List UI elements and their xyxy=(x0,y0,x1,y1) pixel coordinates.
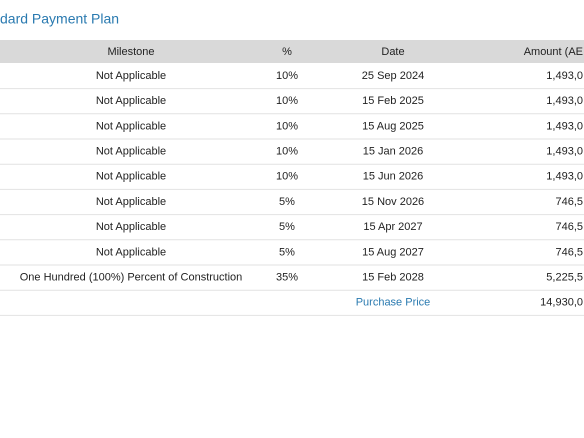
cell: 15 Aug 2027 xyxy=(362,246,424,258)
cell: 10% xyxy=(276,146,298,158)
total-label: Purchase Price xyxy=(356,297,431,309)
title: dard Payment Plan xyxy=(0,11,119,27)
cell: Not Applicable xyxy=(96,146,166,158)
cell: 25 Sep 2024 xyxy=(362,70,424,82)
cell: 15 Nov 2026 xyxy=(362,196,424,208)
cell: Not Applicable xyxy=(96,95,166,107)
cell: 5% xyxy=(279,221,295,233)
cell: 5% xyxy=(279,246,295,258)
cell: Not Applicable xyxy=(96,120,166,132)
cell: 5,225,5 xyxy=(546,272,583,284)
cell: 1,493,0 xyxy=(546,146,583,158)
cell: 15 Jan 2026 xyxy=(363,146,424,158)
column-header: Date xyxy=(381,46,404,58)
cell: 15 Jun 2026 xyxy=(363,171,424,183)
cell: 10% xyxy=(276,95,298,107)
cell: Not Applicable xyxy=(96,196,166,208)
cell: Not Applicable xyxy=(96,171,166,183)
cell: 746,5 xyxy=(555,246,583,258)
cell: 15 Feb 2028 xyxy=(362,272,424,284)
total-amount: 14,930,0 xyxy=(540,297,583,309)
cell: 1,493,0 xyxy=(546,70,583,82)
cell: Not Applicable xyxy=(96,246,166,258)
cell: 746,5 xyxy=(555,196,583,208)
cell: 15 Aug 2025 xyxy=(362,120,424,132)
cell: 15 Feb 2025 xyxy=(362,95,424,107)
cell: Not Applicable xyxy=(96,221,166,233)
cell: One Hundred (100%) Percent of Constructi… xyxy=(20,272,243,284)
cell: 1,493,0 xyxy=(546,95,583,107)
cell: 1,493,0 xyxy=(546,120,583,132)
column-header: % xyxy=(282,46,292,58)
cell: 10% xyxy=(276,120,298,132)
column-header: Amount (AE xyxy=(524,46,583,58)
cell: 5% xyxy=(279,196,295,208)
cell: 10% xyxy=(276,70,298,82)
cell: 10% xyxy=(276,171,298,183)
cell: 746,5 xyxy=(555,221,583,233)
column-header: Milestone xyxy=(107,46,154,58)
table-header-bg xyxy=(0,40,584,63)
cell: 1,493,0 xyxy=(546,171,583,183)
cell: 15 Apr 2027 xyxy=(363,221,422,233)
cell: Not Applicable xyxy=(96,70,166,82)
cell: 35% xyxy=(276,272,298,284)
